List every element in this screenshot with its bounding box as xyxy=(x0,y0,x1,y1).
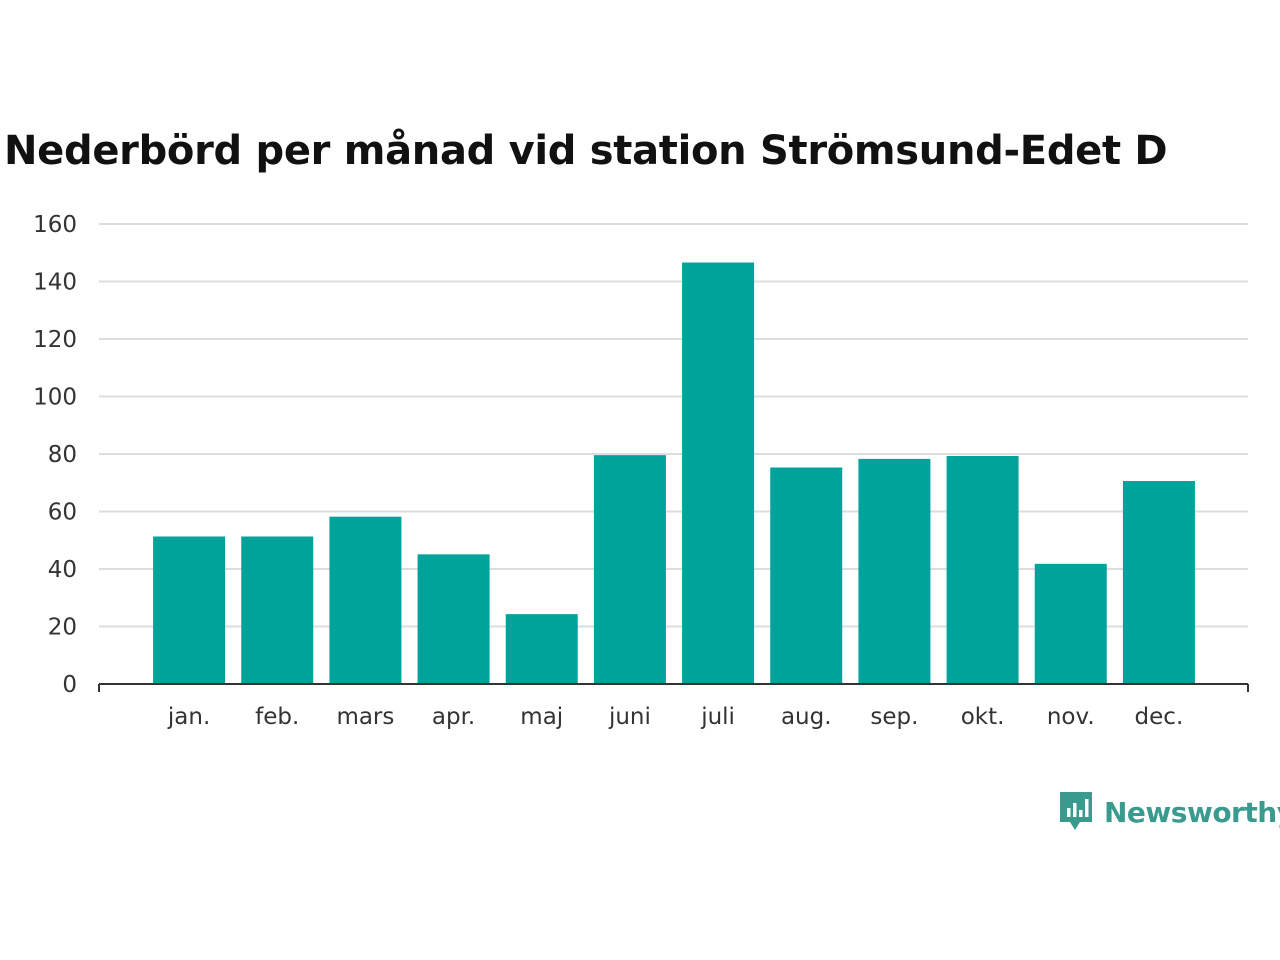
x-tick-label: dec. xyxy=(1135,704,1184,730)
y-tick-label: 120 xyxy=(33,327,77,353)
bar-5 xyxy=(593,455,666,684)
bar-7 xyxy=(770,467,843,684)
y-tick-label: 160 xyxy=(33,212,77,238)
x-tick-label: juli xyxy=(700,704,735,730)
brand-logo: Newsworthy xyxy=(1058,790,1280,834)
newsworthy-logo-icon xyxy=(1060,792,1092,830)
x-tick-label: apr. xyxy=(432,704,475,730)
brand-name: Newsworthy xyxy=(1104,795,1280,829)
x-tick-label: maj xyxy=(520,704,563,730)
x-axis xyxy=(98,683,1249,692)
y-tick-label: 80 xyxy=(48,442,77,468)
y-tick-label: 140 xyxy=(33,270,77,296)
x-tick-label: sep. xyxy=(870,704,918,730)
bars xyxy=(153,262,1195,684)
x-tick-label: nov. xyxy=(1047,704,1095,730)
x-tick-label: mars xyxy=(336,704,394,730)
x-axis-tick-labels: jan. feb. mars apr. maj juni juli aug. sep. okt. n… xyxy=(167,704,1183,730)
y-tick-label: 0 xyxy=(62,672,77,698)
x-tick-label: jan. xyxy=(167,704,210,730)
bar-1 xyxy=(241,536,314,684)
bar-11 xyxy=(1122,481,1195,684)
x-tick-label: feb. xyxy=(255,704,299,730)
y-tick-label: 20 xyxy=(48,615,77,641)
bar-4 xyxy=(505,614,578,684)
bar-0 xyxy=(153,536,226,684)
bar-10 xyxy=(1034,563,1107,684)
y-tick-label: 100 xyxy=(33,385,77,411)
x-tick-label: okt. xyxy=(961,704,1005,730)
bar-9 xyxy=(946,456,1019,684)
y-tick-label: 40 xyxy=(48,557,77,583)
x-tick-label: aug. xyxy=(781,704,832,730)
y-axis-tick-labels: 0 20 40 60 80 100 120 140 160 xyxy=(33,212,77,698)
bar-6 xyxy=(682,262,755,684)
chart-title: Nederbörd per månad vid station Strömsun… xyxy=(4,128,1168,174)
y-tick-label: 60 xyxy=(48,500,77,526)
x-tick-label: juni xyxy=(608,704,651,730)
bar-8 xyxy=(858,458,931,684)
bar-3 xyxy=(417,554,490,684)
bar-2 xyxy=(329,516,402,684)
